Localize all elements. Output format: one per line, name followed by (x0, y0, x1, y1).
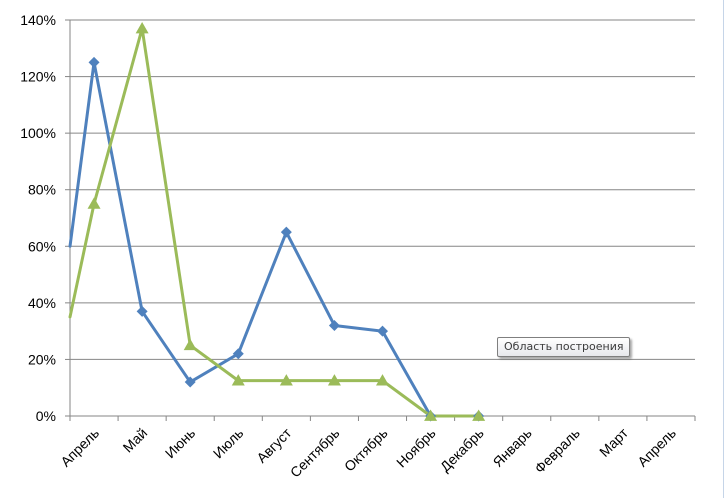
y-tick-label: 20% (28, 351, 56, 367)
axes (65, 19, 696, 421)
window-edge (723, 0, 728, 498)
x-tick-label: Январь (490, 425, 535, 470)
series-2-point[interactable] (135, 21, 149, 34)
x-tick-label: Апрель (634, 425, 679, 470)
x-tick-label: Август (253, 424, 295, 466)
x-tick-label: Ноябрь (393, 425, 439, 471)
x-tick-label: Октябрь (341, 425, 391, 475)
series-2-point[interactable] (183, 338, 197, 351)
series-1-point[interactable] (377, 325, 388, 337)
x-tick-label: Июнь (162, 425, 198, 461)
y-tick-label: 80% (28, 182, 56, 198)
series-1-point[interactable] (280, 226, 292, 238)
series-1-line[interactable] (68, 60, 481, 418)
series-1-point[interactable] (184, 376, 196, 388)
y-tick-label: 120% (20, 69, 56, 85)
x-tick-label: Март (596, 424, 631, 459)
series-1-point[interactable] (88, 56, 100, 68)
series-2-point[interactable] (279, 374, 293, 386)
plot-area-tooltip: Область построения (497, 337, 631, 357)
y-tick-label: 40% (28, 295, 56, 311)
series-2-point[interactable] (87, 197, 101, 209)
series-2-point[interactable] (376, 374, 389, 386)
y-tick-labels: 0% 20% 40% 60% 80% 100% 120% 140% (20, 12, 56, 424)
x-tick-label: Декабрь (437, 425, 487, 475)
x-tick-label: Июль (210, 425, 247, 462)
y-tick-label: 100% (20, 125, 56, 141)
series-2-line[interactable] (68, 26, 481, 418)
series-1-point[interactable] (232, 348, 244, 360)
gridlines (70, 19, 695, 360)
x-tick-label: Апрель (57, 425, 102, 470)
series-2-point[interactable] (327, 374, 341, 386)
y-tick-label: 60% (28, 238, 56, 254)
series-1-point[interactable] (136, 305, 148, 317)
x-tick-label: Май (120, 425, 151, 456)
series-markers[interactable] (87, 21, 486, 422)
series-lines[interactable] (68, 26, 481, 418)
x-tick-label: Сентябрь (287, 425, 343, 481)
series-2-point[interactable] (424, 409, 438, 421)
y-tick-label: 0% (36, 408, 56, 424)
series-1-point[interactable] (328, 319, 340, 331)
series-2-point[interactable] (231, 374, 245, 386)
series-2-point[interactable] (472, 409, 486, 421)
y-tick-label: 140% (20, 12, 56, 28)
x-tick-label: Февраль (531, 425, 583, 477)
